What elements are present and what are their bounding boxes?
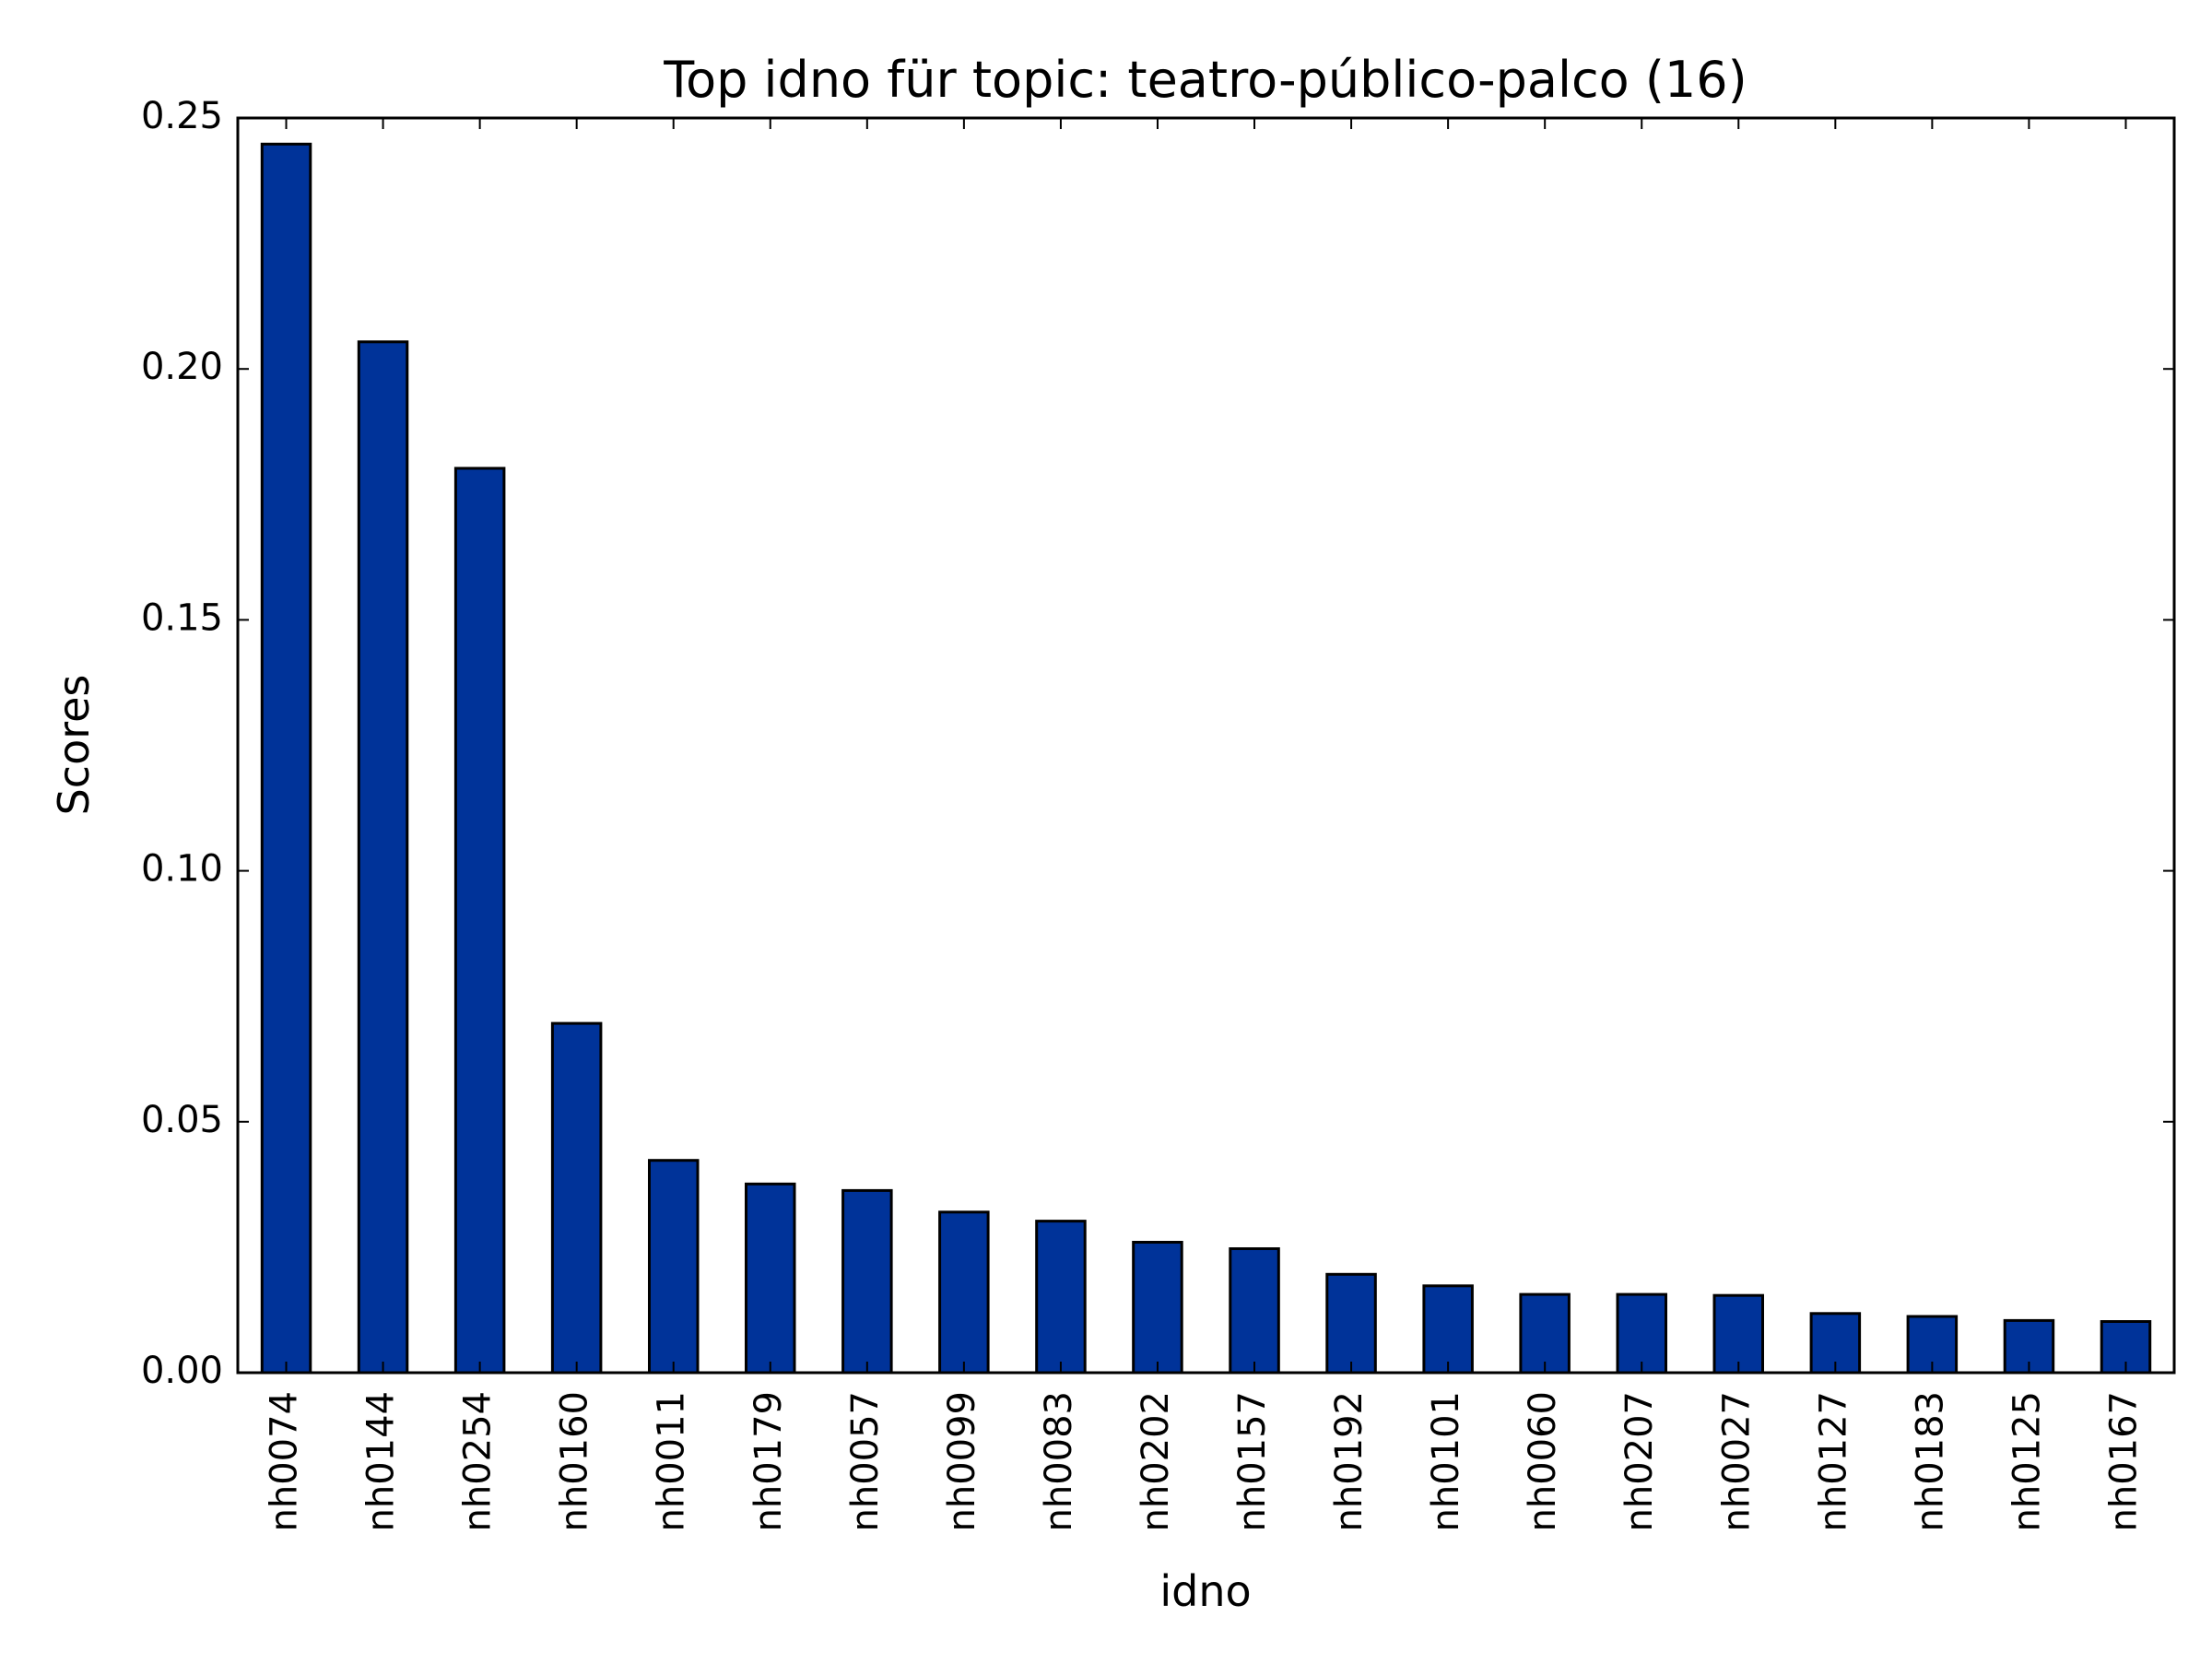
x-tick-label-nh0057: nh0057 xyxy=(844,1391,887,1532)
bar-nh0057 xyxy=(841,1188,893,1375)
bar-nh0101 xyxy=(1422,1284,1474,1375)
y-tick-label-0.20: 0.20 xyxy=(141,346,223,388)
bar-nh0074 xyxy=(260,142,312,1375)
bar-nh0207 xyxy=(1616,1292,1667,1375)
x-tick-label-nh0192: nh0192 xyxy=(1328,1391,1371,1532)
x-tick-label-nh0060: nh0060 xyxy=(1522,1391,1564,1532)
y-axis-label: Scores xyxy=(49,675,99,816)
x-tick-label-nh0160: nh0160 xyxy=(554,1391,596,1532)
x-tick-label-nh0125: nh0125 xyxy=(2006,1391,2048,1532)
y-tick-label-0.10: 0.10 xyxy=(141,848,223,891)
ticks-layer: nh0074 nh0144 nh0254 nh0160 nh0011 nh0179 nh00… xyxy=(141,95,2174,1532)
x-tick-label-nh0127: nh0127 xyxy=(1812,1391,1854,1532)
plot-frame xyxy=(236,116,2176,1375)
bar-nh0202 xyxy=(1132,1241,1183,1375)
chart-title: Top idno für topic: teatro-público-palco… xyxy=(663,51,1747,109)
bar-nh0157 xyxy=(1229,1247,1280,1375)
x-tick-label-nh0074: nh0074 xyxy=(264,1391,306,1532)
bar-nh0192 xyxy=(1325,1272,1377,1375)
x-tick-label-nh0254: nh0254 xyxy=(457,1391,500,1532)
bar-nh0179 xyxy=(745,1182,796,1375)
x-tick-label-nh0027: nh0027 xyxy=(1715,1391,1758,1532)
y-tick-label-0.25: 0.25 xyxy=(141,95,223,137)
x-axis-label: idno xyxy=(1159,1566,1251,1616)
y-tick-label-0.00: 0.00 xyxy=(141,1350,223,1392)
x-tick-label-nh0099: nh0099 xyxy=(941,1391,983,1532)
x-tick-label-nh0202: nh0202 xyxy=(1135,1391,1177,1532)
bars-layer xyxy=(260,142,2152,1375)
x-tick-label-nh0083: nh0083 xyxy=(1038,1391,1080,1532)
x-tick-label-nh0157: nh0157 xyxy=(1231,1391,1274,1532)
x-tick-label-nh0167: nh0167 xyxy=(2103,1391,2146,1532)
x-tick-label-nh0179: nh0179 xyxy=(747,1391,790,1532)
x-tick-label-nh0183: nh0183 xyxy=(1909,1391,1951,1532)
bar-nh0060 xyxy=(1519,1292,1571,1375)
bar-nh0011 xyxy=(648,1159,700,1375)
x-tick-label-nh0144: nh0144 xyxy=(360,1391,403,1532)
bar-nh0144 xyxy=(357,340,409,1375)
y-tick-label-0.15: 0.15 xyxy=(141,596,223,639)
bar-nh0254 xyxy=(453,466,506,1375)
bar-nh0160 xyxy=(550,1021,603,1375)
bar-nh0027 xyxy=(1712,1293,1764,1375)
bar-nh0083 xyxy=(1035,1220,1087,1375)
x-tick-label-nh0101: nh0101 xyxy=(1425,1391,1467,1532)
x-tick-label-nh0207: nh0207 xyxy=(1618,1391,1661,1532)
y-tick-label-0.05: 0.05 xyxy=(141,1099,223,1141)
bar-nh0099 xyxy=(938,1210,990,1375)
x-tick-label-nh0011: nh0011 xyxy=(651,1391,693,1532)
